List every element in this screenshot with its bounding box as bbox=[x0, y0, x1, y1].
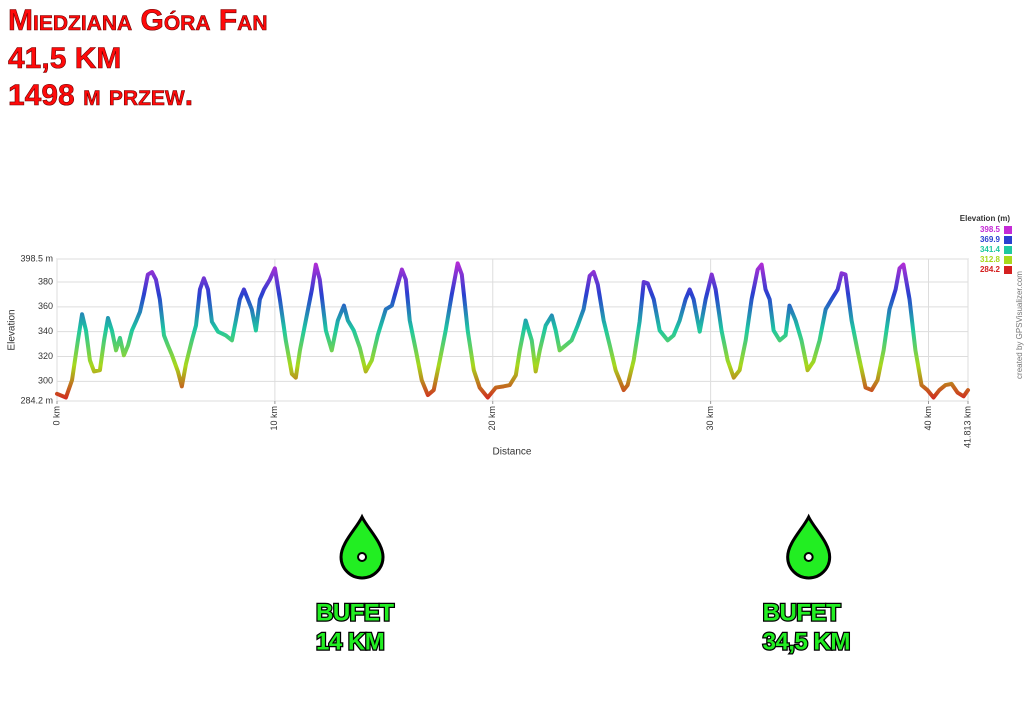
y-tick-label: 398.5 m bbox=[20, 253, 53, 263]
y-tick-label: 340 bbox=[38, 326, 53, 336]
y-tick-label: 360 bbox=[38, 301, 53, 311]
x-tick-label: 0 km bbox=[51, 406, 61, 426]
legend-swatch bbox=[1004, 246, 1012, 254]
legend-swatch bbox=[1004, 266, 1012, 274]
legend-label: 284.2 bbox=[980, 265, 1001, 274]
annotation-sublabel: 34,5 KM bbox=[763, 628, 850, 655]
x-axis-label: Distance bbox=[493, 447, 532, 458]
marker-dot bbox=[803, 552, 814, 562]
marker bbox=[786, 513, 832, 580]
legend-title: Elevation (m) bbox=[960, 214, 1011, 223]
marker-drop bbox=[786, 513, 832, 580]
annotation-label: BUFET bbox=[763, 599, 841, 626]
x-tick-label: 10 km bbox=[269, 406, 279, 431]
legend-swatch bbox=[1004, 236, 1012, 244]
y-tick-label: 380 bbox=[38, 276, 53, 286]
marker-dot bbox=[357, 552, 368, 562]
annotation-sublabel: 14 KM bbox=[316, 628, 384, 655]
legend-label: 312.8 bbox=[980, 255, 1001, 264]
marker bbox=[339, 513, 385, 580]
y-axis-label: Elevation bbox=[7, 309, 18, 350]
x-tick-label: 40 km bbox=[923, 406, 933, 431]
credit: created by GPSVisualizer.com bbox=[1015, 271, 1024, 379]
elevation-line bbox=[55, 261, 970, 400]
x-tick-label: 30 km bbox=[705, 406, 715, 431]
y-tick-label: 284.2 m bbox=[20, 395, 53, 405]
marker-drop bbox=[339, 513, 385, 580]
distance: 41,5 KM bbox=[8, 42, 121, 75]
legend-label: 398.5 bbox=[980, 225, 1001, 234]
legend-label: 341.4 bbox=[980, 245, 1001, 254]
y-tick-label: 320 bbox=[38, 351, 53, 361]
y-tick-label: 300 bbox=[38, 376, 53, 386]
legend-swatch bbox=[1004, 226, 1012, 234]
annotation-label: BUFET bbox=[316, 599, 394, 626]
climb: 1498 m przew. bbox=[8, 79, 193, 112]
title: Miedziana Góra Fan bbox=[8, 4, 267, 37]
legend-label: 369.9 bbox=[980, 235, 1001, 244]
x-tick-label: 41.813 km bbox=[962, 406, 972, 448]
legend-swatch bbox=[1004, 256, 1012, 264]
x-tick-label: 20 km bbox=[487, 406, 497, 431]
